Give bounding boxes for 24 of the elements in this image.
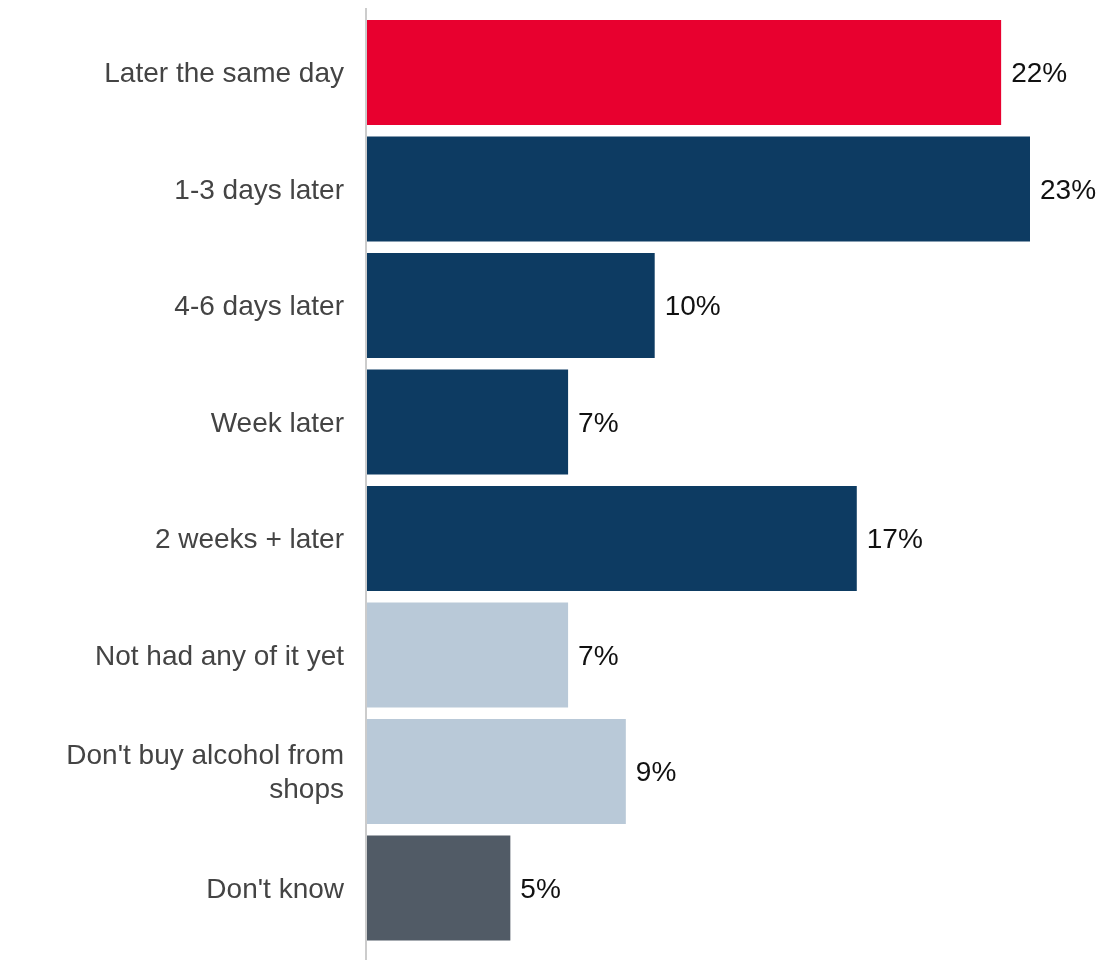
bar: [366, 835, 511, 941]
data-label: 7%: [578, 639, 619, 671]
bar: [366, 369, 569, 475]
y-tick-label: 2 weeks + later: [154, 523, 344, 555]
y-tick-label: Week later: [210, 406, 344, 438]
data-label: 23%: [1040, 173, 1097, 205]
bar: [366, 253, 655, 358]
data-label: 22%: [1011, 57, 1068, 89]
bar: [366, 136, 1030, 242]
y-tick-label: Later the same day: [104, 57, 344, 89]
data-label: 5%: [520, 872, 561, 904]
data-label: 9%: [635, 756, 677, 788]
data-label: 17%: [866, 523, 923, 555]
bar: [366, 20, 1002, 125]
y-tick-label: 1-3 days later: [174, 173, 344, 205]
y-tick-label: Don't buy alcohol from shops: [66, 739, 344, 805]
y-tick-label: Don't know: [206, 872, 345, 904]
bar: [366, 719, 626, 824]
bar: [366, 486, 857, 591]
data-label: 10%: [664, 290, 721, 322]
y-tick-label: Not had any of it yet: [94, 639, 345, 671]
bar: [366, 602, 569, 708]
data-label: 7%: [578, 406, 619, 438]
y-tick-label: 4-6 days later: [174, 290, 344, 322]
